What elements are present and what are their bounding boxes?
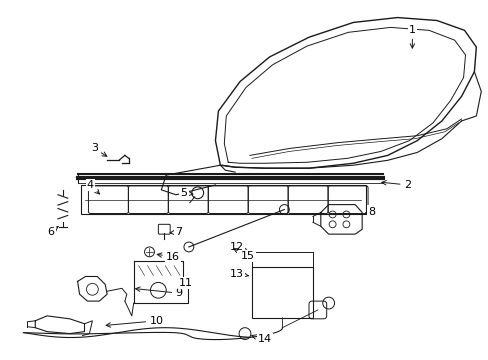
Text: 12: 12 <box>229 242 248 252</box>
Text: 13: 13 <box>230 269 248 279</box>
Text: 1: 1 <box>408 25 415 48</box>
Text: 11: 11 <box>179 278 193 288</box>
Text: 5: 5 <box>180 188 193 198</box>
Text: 6: 6 <box>47 226 58 237</box>
Text: 16: 16 <box>157 252 180 262</box>
Bar <box>251 267 312 318</box>
Text: 7: 7 <box>170 227 182 237</box>
Text: 10: 10 <box>106 316 163 327</box>
Text: 14: 14 <box>251 334 271 345</box>
Text: 8: 8 <box>364 207 375 216</box>
Text: 4: 4 <box>87 180 99 194</box>
Text: 15: 15 <box>233 249 254 261</box>
Text: 2: 2 <box>381 180 410 190</box>
Text: 3: 3 <box>91 144 106 156</box>
Text: 9: 9 <box>135 287 182 298</box>
